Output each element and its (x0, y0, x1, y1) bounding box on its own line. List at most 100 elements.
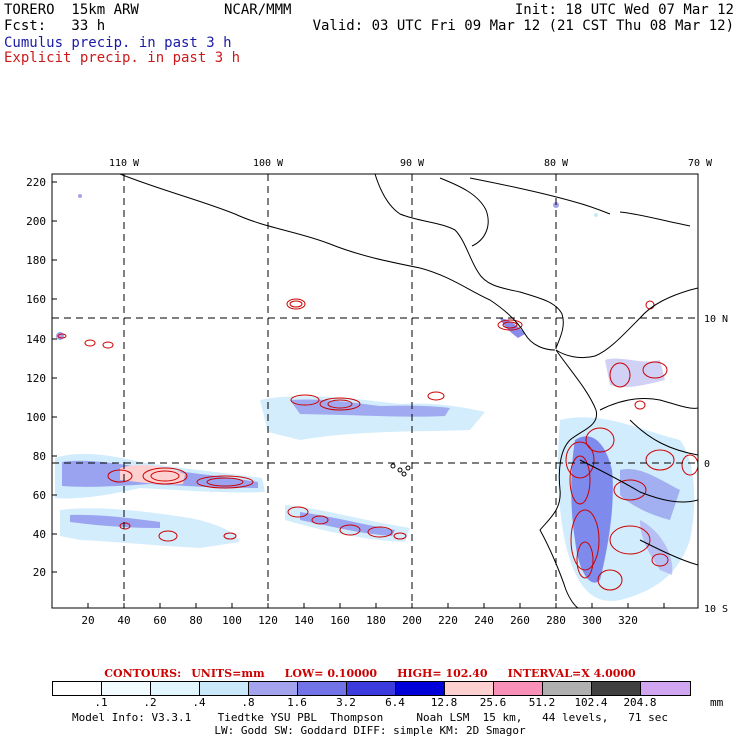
graticule (52, 174, 698, 608)
red-contour (286, 298, 306, 310)
red-contour (142, 467, 188, 485)
cumulus-core-central-south (300, 512, 395, 536)
red-contour (597, 569, 623, 591)
red-contour (102, 341, 114, 349)
legend-explicit: Explicit precip. in past 3 h (4, 50, 241, 66)
color-scale-label: 1.6 (287, 696, 307, 709)
forecast-hour: Fcst: 33 h (4, 18, 106, 34)
red-contour (569, 455, 591, 505)
contour-title: CONTOURS: (104, 667, 182, 680)
contour-units: UNITS=mm (191, 667, 265, 680)
color-scale-cell (151, 682, 200, 695)
y-tick-label: 200 (26, 215, 46, 228)
red-contour (565, 441, 595, 479)
color-scale-cell (249, 682, 298, 695)
color-scale-label: 6.4 (385, 696, 405, 709)
red-contour (645, 449, 675, 471)
tick-marks (52, 181, 665, 608)
red-contour (57, 333, 67, 339)
cumulus-band-west-lower (60, 508, 240, 548)
color-scale-cell (102, 682, 151, 695)
contour-high: HIGH= 102.40 (397, 667, 488, 680)
red-contour (642, 361, 668, 379)
map-frame (51, 173, 699, 609)
red-contour (84, 339, 96, 347)
lon-label: 80 W (544, 158, 569, 169)
cumulus-core-sa-2 (620, 469, 680, 520)
model-info-line2: LW: Godd SW: Goddard DIFF: simple KM: 2D… (214, 724, 526, 737)
y-tick-labels: 20 40 60 80 100 120 140 160 180 200 220 (26, 176, 46, 579)
red-contour (311, 515, 329, 525)
red-contour (585, 427, 615, 453)
color-scale-cell (298, 682, 347, 695)
lat-labels: 10 N 0 10 S (704, 314, 728, 615)
color-scale-cell (53, 682, 102, 695)
peru-bolivia-border (639, 539, 698, 566)
x-tick-label: 60 (153, 614, 166, 627)
lon-label: 110 W (109, 158, 140, 169)
red-contour (609, 525, 651, 555)
red-contour (290, 394, 320, 406)
red-contour (339, 524, 361, 536)
model-info-line1: Model Info: V3.3.1 Tiedtke YSU PBL Thomp… (71, 711, 669, 724)
color-scale-unit: mm (710, 696, 724, 709)
precip-map: 110 W 100 W 90 W 80 W 70 W 10 N 0 10 S 2… (26, 158, 728, 627)
color-scale-label: .8 (241, 696, 255, 709)
y-tick-label: 160 (26, 293, 46, 306)
red-contour (393, 532, 407, 540)
color-scale-cell (347, 682, 396, 695)
y-tick-label: 180 (26, 254, 46, 267)
cumulus-patch (594, 213, 598, 217)
red-contour (206, 477, 244, 487)
color-scale-label: .1 (94, 696, 108, 709)
x-tick-label: 80 (189, 614, 202, 627)
red-contour (158, 530, 178, 542)
red-contour (196, 475, 254, 489)
red-contour (681, 454, 698, 476)
cumulus-patch (78, 194, 82, 198)
x-tick-label: 300 (582, 614, 602, 627)
pacific-coast-sa (539, 349, 598, 608)
coastlines (119, 174, 698, 608)
x-tick-label: 220 (438, 614, 458, 627)
red-contour (502, 321, 518, 329)
y-tick-label: 40 (33, 528, 46, 541)
red-contour (645, 300, 655, 310)
explicit-contours (57, 298, 698, 591)
color-scale-label: .4 (192, 696, 206, 709)
x-tick-label: 260 (510, 614, 530, 627)
x-tick-labels: 20 40 60 80 100 120 140 160 180 200 220 … (81, 614, 638, 627)
x-tick-label: 280 (546, 614, 566, 627)
brazil-border (629, 419, 698, 456)
red-contour (107, 469, 133, 483)
red-contour (150, 470, 180, 482)
red-contour (319, 397, 361, 411)
red-contour (497, 319, 523, 331)
color-scale-label: 51.2 (528, 696, 556, 709)
lat-label: 10 S (704, 604, 728, 615)
cumulus-core-west-lower (70, 514, 160, 528)
color-scale-label: .2 (143, 696, 157, 709)
contour-low: LOW= 0.10000 (284, 667, 378, 680)
red-contour (287, 506, 309, 518)
cuba (469, 177, 611, 215)
legend-cumulus: Cumulus precip. in past 3 h (4, 35, 232, 51)
caribbean-islands (619, 211, 691, 227)
color-scale-label: 25.6 (479, 696, 507, 709)
y-tick-label: 60 (33, 489, 46, 502)
red-contour (613, 479, 647, 501)
red-contour (609, 362, 631, 388)
cumulus-core-sa-north (605, 358, 665, 388)
cumulus-core-central-north (290, 399, 450, 417)
color-scale-cell (592, 682, 641, 695)
y-tick-label: 20 (33, 566, 46, 579)
valid-time: Valid: 03 UTC Fri 09 Mar 12 (21 CST Thu … (312, 18, 734, 34)
precip-field (55, 194, 695, 601)
color-scale-cell (200, 682, 249, 695)
red-contour (576, 541, 594, 579)
map-panel: 110 W 100 W 90 W 80 W 70 W 10 N 0 10 S 2… (0, 150, 740, 670)
y-tick-label: 140 (26, 333, 46, 346)
color-scale-label: 204.8 (623, 696, 657, 709)
lat-label: 0 (704, 459, 710, 470)
ecuador-peru-border (579, 459, 698, 503)
